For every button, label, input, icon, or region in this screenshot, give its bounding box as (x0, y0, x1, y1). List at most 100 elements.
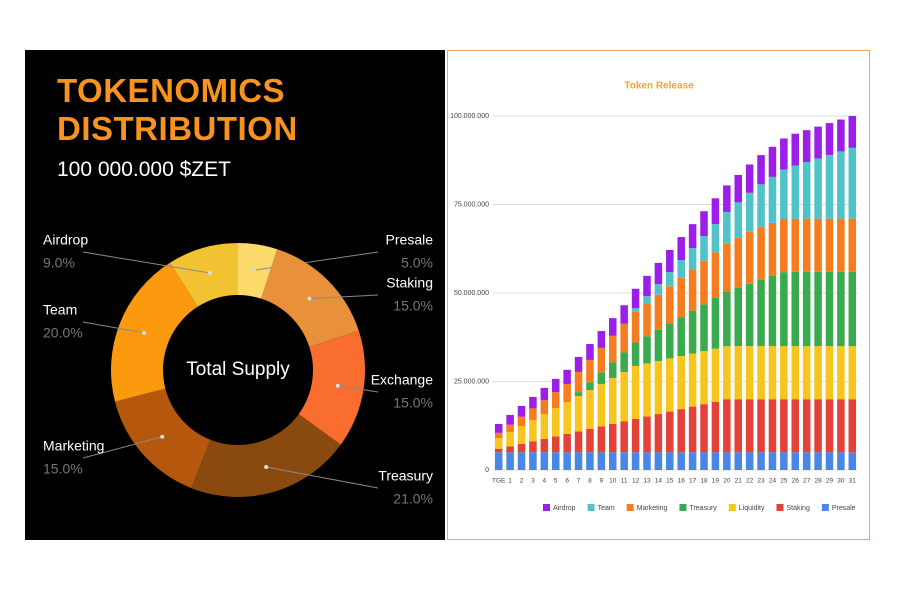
bar-segment (551, 392, 560, 409)
bar-segment (814, 158, 822, 219)
bar-segment (597, 372, 606, 384)
x-tick-label: 24 (769, 478, 777, 485)
leader-line (82, 251, 210, 274)
y-tick-label: 75.000.000 (454, 201, 489, 208)
legend-label: Staking (786, 505, 809, 512)
leader-line (266, 466, 379, 489)
bar-segment (802, 271, 811, 347)
bar-segment (551, 452, 560, 470)
bar-segment (574, 392, 583, 397)
bar-segment (631, 342, 640, 366)
x-tick-label: 12 (632, 478, 640, 485)
bar-segment (723, 346, 731, 400)
bar-segment (574, 396, 583, 432)
bar-segment (574, 452, 583, 470)
bar-segment (848, 218, 857, 272)
donut-slice (298, 330, 366, 445)
x-tick-label: 3 (531, 478, 535, 485)
x-tick-label: 2 (520, 478, 524, 485)
bar-segment (814, 126, 822, 159)
bar-segment (837, 452, 845, 470)
bar-segment (837, 346, 845, 400)
bar-segment (540, 414, 549, 439)
bar-segment (654, 329, 663, 361)
bar-segment (700, 404, 708, 453)
bar-segment (791, 133, 800, 166)
chart-subtitle: 100 000.000 $ZET (57, 158, 231, 181)
slice-value-label: 15.0% (43, 461, 83, 477)
bar-segment (780, 138, 788, 170)
slice-label: Airdrop (43, 232, 88, 248)
bar-segment (745, 346, 754, 400)
bar-segment (791, 346, 800, 400)
y-tick-label: 100.000.000 (450, 113, 489, 120)
bar-segment (825, 154, 834, 219)
bar-segment (745, 452, 754, 470)
bar-segment (677, 317, 685, 357)
bar-segment (574, 431, 583, 453)
x-tick-label: 9 (600, 478, 604, 485)
bar-segment (631, 365, 640, 420)
bar-segment (666, 272, 674, 287)
bar-segment (814, 452, 822, 470)
bar-segment (506, 424, 514, 433)
legend-swatch (626, 504, 634, 511)
bar-segment (745, 231, 754, 284)
bar-segment (768, 176, 777, 223)
x-tick-label: 29 (826, 478, 834, 485)
legend-label: Airdrop (553, 505, 576, 512)
leader-dot (142, 330, 147, 335)
bar-segment (723, 211, 731, 244)
legend-label: Liquidity (739, 505, 765, 512)
bar-segment (666, 358, 674, 412)
bar-segment (723, 185, 731, 212)
x-tick-label: 5 (554, 478, 558, 485)
bar-segment (677, 277, 685, 318)
bar-segment (677, 237, 685, 261)
bar-segment (597, 347, 606, 373)
bar-segment (757, 184, 765, 227)
x-tick-label: 19 (712, 478, 720, 485)
bar-segment (620, 371, 628, 422)
bar-segment (768, 346, 777, 400)
x-tick-label: 7 (577, 478, 581, 485)
bar-segment (723, 291, 731, 347)
bar-segment (688, 310, 697, 354)
bar-segment (745, 283, 754, 347)
bar-segment (609, 377, 617, 424)
bar-segment (700, 236, 708, 261)
bar-segment (643, 416, 651, 453)
bar-segment (734, 174, 742, 203)
bar-segment (734, 202, 742, 238)
bar-segment (837, 218, 845, 272)
bar-segment (609, 335, 617, 363)
bar-segment (802, 130, 811, 163)
bar-segment (517, 426, 526, 444)
bar-segment (745, 192, 754, 232)
x-tick-label: 26 (792, 478, 800, 485)
bar-segment (620, 323, 628, 353)
bar-segment (506, 452, 514, 470)
x-tick-label: 17 (689, 478, 697, 485)
bar-segment (837, 119, 845, 152)
x-tick-label: 25 (780, 478, 788, 485)
bar-segment (563, 452, 571, 470)
x-tick-label: 6 (565, 478, 569, 485)
bar-segment (688, 224, 697, 249)
bar-segment (494, 438, 503, 449)
bar-segment (494, 423, 503, 433)
bar-segment (506, 432, 514, 447)
bar-segment (688, 406, 697, 453)
x-tick-label: 10 (609, 478, 617, 485)
bar-segment (745, 164, 754, 193)
bar-segment (780, 219, 788, 273)
x-tick-label: 4 (543, 478, 547, 485)
bar-segment (677, 356, 685, 410)
bar-segment (494, 448, 503, 453)
bar-segment (802, 218, 811, 272)
bar-segment (563, 433, 571, 453)
slice-value-label: 21.0% (393, 491, 433, 507)
bar-segment (529, 452, 537, 470)
bar-segment (791, 165, 800, 219)
bar-segment (551, 408, 560, 437)
